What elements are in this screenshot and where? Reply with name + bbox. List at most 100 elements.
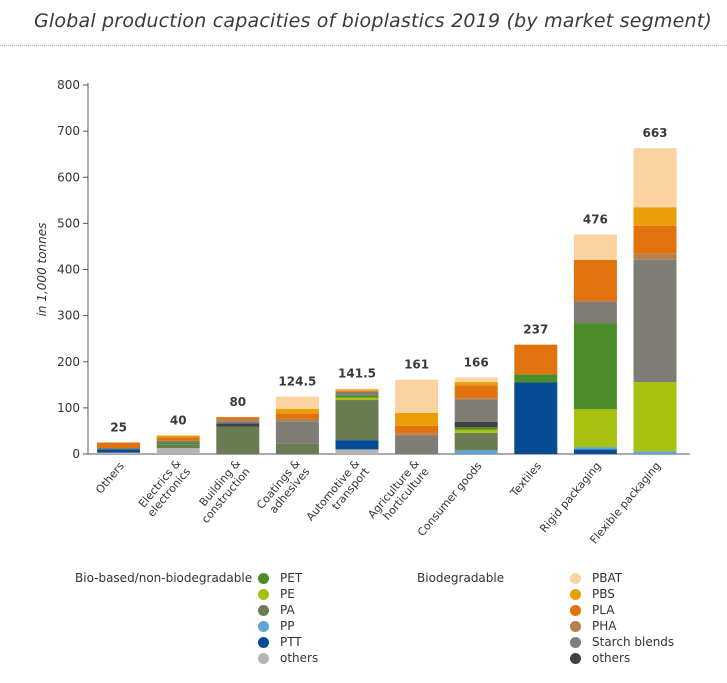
legend-swatch-icon — [258, 572, 269, 584]
bar-segment-agriculture-and-horticulture-pbs — [395, 412, 439, 426]
y-tick-label: 600 — [57, 170, 80, 184]
bar-segment-agriculture-and-horticulture-starch-blends — [395, 435, 439, 454]
bar-segment-electrics-and-electronics-pla — [156, 437, 200, 441]
bar-segment-agriculture-and-horticulture-pbat — [395, 379, 439, 413]
bar-segment-coatings-and-adhesives-starch-blends — [275, 421, 319, 444]
legend-label: PE — [280, 587, 295, 601]
legend-label: PHA — [592, 619, 617, 633]
legend-item-bio-pla: PLA — [570, 603, 614, 617]
bar-segment-electrics-and-electronics-pet — [156, 442, 200, 445]
bar-segment-consumer-goods-pbs — [454, 382, 498, 386]
bar-segment-building-and-construction-others — [216, 423, 260, 427]
legend-item-bio-others: others — [570, 651, 630, 665]
bar-segment-consumer-goods-starch-blends — [454, 399, 498, 422]
bar-total-label-agriculture-and-horticulture: 161 — [404, 358, 429, 372]
legend-swatch-icon — [570, 652, 581, 664]
bar-segment-flexible-packaging-pbs — [633, 207, 677, 226]
legend-swatch-icon — [258, 620, 269, 632]
bar-segment-electrics-and-electronics-starch-blends — [156, 440, 200, 443]
legend-swatch-icon — [258, 604, 269, 616]
y-tick-label: 800 — [57, 78, 80, 92]
bar-segment-building-and-construction-pha — [216, 419, 260, 422]
bar-segment-coatings-and-adhesives-pbs — [275, 408, 319, 414]
legend-heading-biodegradable: Biodegradable — [417, 571, 505, 585]
legend-item-bio-pbs: PBS — [570, 587, 615, 601]
x-tick-label-building-and-construction: Building &construction — [189, 457, 253, 526]
bar-segment-rigid-packaging-pla — [573, 259, 617, 302]
legend-label: PTT — [280, 635, 302, 649]
bar-segment-rigid-packaging-starch-blends — [573, 301, 617, 324]
bar-segment-textiles-ptt — [514, 382, 558, 454]
bar-segment-electrics-and-electronics-pbs — [156, 435, 200, 438]
legend-swatch-icon — [570, 588, 581, 600]
bar-segment-agriculture-and-horticulture-pha — [395, 433, 439, 436]
y-tick-label: 300 — [57, 309, 80, 323]
bar-segment-flexible-packaging-pha — [633, 253, 677, 260]
legend-item-nonbio-pet: PET — [258, 571, 302, 585]
bar-segment-automotive-and-transport-pa — [335, 400, 379, 441]
bar-segment-consumer-goods-pe — [454, 429, 498, 433]
bar-segment-consumer-goods-pla — [454, 385, 498, 399]
legend-item-bio-starch-blends: Starch blends — [570, 635, 674, 649]
stacked-bar-chart: 0 100 200 300 400 500 600 700 800 in 1,000 tonnes… — [35, 78, 690, 546]
y-tick-label: 0 — [72, 447, 80, 461]
bar-segment-automotive-and-transport-pet — [335, 395, 379, 398]
bar-segment-consumer-goods-pa — [454, 432, 498, 451]
bar-total-label-textiles: 237 — [523, 323, 548, 337]
legend-item-nonbio-ptt: PTT — [258, 635, 302, 649]
bar-segment-consumer-goods-pbat — [454, 377, 498, 383]
bar-total-label-flexible-packaging: 663 — [642, 126, 667, 140]
bar-segment-flexible-packaging-pbat — [633, 148, 677, 208]
legend-label: others — [280, 651, 319, 665]
legend-label: PA — [280, 603, 295, 617]
legend-swatch-icon — [258, 636, 269, 648]
bar-total-label-others: 25 — [110, 420, 127, 434]
bar-segment-flexible-packaging-pe — [633, 382, 677, 452]
bar-segment-automotive-and-transport-others — [335, 449, 379, 454]
legend-label: PP — [280, 619, 295, 633]
bar-segment-flexible-packaging-starch-blends — [633, 259, 677, 383]
bar-segment-building-and-construction-pla — [216, 417, 260, 420]
bar-segment-automotive-and-transport-pe — [335, 397, 379, 401]
bar-segment-others-starch-blends — [97, 448, 141, 450]
bar-segment-building-and-construction-starch-blends — [216, 421, 260, 424]
y-tick-label: 700 — [57, 124, 80, 138]
bar-total-label-electrics-and-electronics: 40 — [170, 414, 187, 428]
bar-total-label-consumer-goods: 166 — [464, 355, 489, 369]
bar-segment-automotive-and-transport-ptt — [335, 440, 379, 450]
legend-label: PBS — [592, 587, 615, 601]
bar-segment-others-others — [97, 452, 141, 454]
bar-segment-coatings-and-adhesives-pla — [275, 413, 319, 419]
legend-item-nonbio-pa: PA — [258, 603, 295, 617]
y-tick-label: 400 — [57, 263, 80, 277]
legend-label: PET — [280, 571, 303, 585]
bar-segment-others-ptt — [97, 449, 141, 453]
bar-segment-automotive-and-transport-pbs — [335, 389, 379, 391]
x-tick-label-others: Others — [93, 459, 127, 496]
legend-swatch-icon — [570, 636, 581, 648]
bar-segment-agriculture-and-horticulture-pla — [395, 425, 439, 434]
bar-segment-automotive-and-transport-pbat — [335, 388, 379, 390]
y-tick-label: 200 — [57, 355, 80, 369]
bar-total-label-building-and-construction: 80 — [229, 395, 246, 409]
x-tick-label-agriculture-and-horticulture: Agriculture &horticulture — [365, 457, 432, 529]
x-tick-label-coatings-and-adhesives: Coatings &adhesives — [254, 457, 313, 520]
bar-segment-consumer-goods-others — [454, 421, 498, 428]
bar-segment-automotive-and-transport-pla — [335, 390, 379, 392]
legend-label: Starch blends — [592, 635, 675, 649]
legend-item-nonbio-others: others — [258, 651, 318, 665]
legend-item-nonbio-pe: PE — [258, 587, 295, 601]
bar-segment-flexible-packaging-pp — [633, 451, 677, 454]
bar-segment-rigid-packaging-ptt — [573, 449, 617, 454]
bar-segment-coatings-and-adhesives-pa — [275, 443, 319, 454]
bar-segment-electrics-and-electronics-pa — [156, 444, 200, 449]
legend-label: PLA — [592, 603, 615, 617]
x-tick-label-textiles: Textiles — [507, 459, 544, 500]
bar-total-label-automotive-and-transport: 141.5 — [338, 367, 376, 381]
bar-segment-others-pla — [97, 442, 141, 449]
bar-segment-textiles-pet — [514, 374, 558, 383]
bar-segment-rigid-packaging-pbat — [573, 234, 617, 260]
legend-swatch-icon — [570, 604, 581, 616]
bar-segment-rigid-packaging-pet — [573, 323, 617, 410]
legend-swatch-icon — [258, 652, 269, 664]
